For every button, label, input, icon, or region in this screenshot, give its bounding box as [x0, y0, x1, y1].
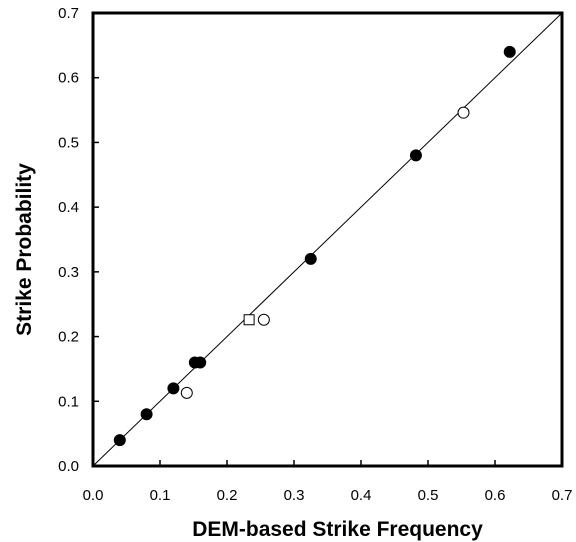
x-tick-label: 0.6: [485, 487, 506, 504]
open-square-point: [243, 314, 255, 326]
open-circle-point: [457, 106, 470, 119]
x-tick-label: 0.0: [83, 487, 104, 504]
filled-circle-point: [167, 382, 180, 395]
filled-circle-point: [304, 252, 317, 265]
x-tick-label: 0.4: [351, 487, 372, 504]
y-axis-title: Strike Probability: [13, 163, 36, 336]
reference-line-layer: [92, 12, 563, 467]
x-tick-label: 0.5: [418, 487, 439, 504]
x-tick-label: 0.1: [150, 487, 171, 504]
x-tick-label: 0.3: [284, 487, 305, 504]
identity-line: [92, 12, 563, 467]
y-tick-label: 0.1: [58, 393, 79, 410]
y-tick-label: 0.0: [58, 458, 79, 475]
y-tick-label: 0.7: [58, 5, 79, 22]
filled-circle-point: [194, 356, 207, 369]
y-tick-label: 0.2: [58, 329, 79, 346]
y-tick-label: 0.3: [58, 264, 79, 281]
x-axis-title: DEM-based Strike Frequency: [192, 518, 483, 541]
filled-circle-point: [113, 434, 126, 447]
y-tick-label: 0.6: [58, 70, 79, 87]
open-circle-point: [180, 386, 193, 399]
x-tick-label: 0.7: [552, 487, 573, 504]
data-points: [113, 45, 516, 447]
x-tick-label: 0.2: [217, 487, 238, 504]
filled-circle-point: [140, 408, 153, 421]
y-tick-label: 0.4: [58, 199, 79, 216]
open-circle-point: [257, 313, 270, 326]
y-tick-label: 0.5: [58, 134, 79, 151]
plot-area-frame: [91, 11, 564, 468]
axis-ticks: 0.0 0.1 0.2 0.3 0.4 0.5 0.6 0.7 0.0 0.1 0.2 0.3 0.4 0…: [58, 5, 572, 504]
filled-circle-point: [503, 45, 516, 58]
filled-circle-point: [409, 149, 422, 162]
